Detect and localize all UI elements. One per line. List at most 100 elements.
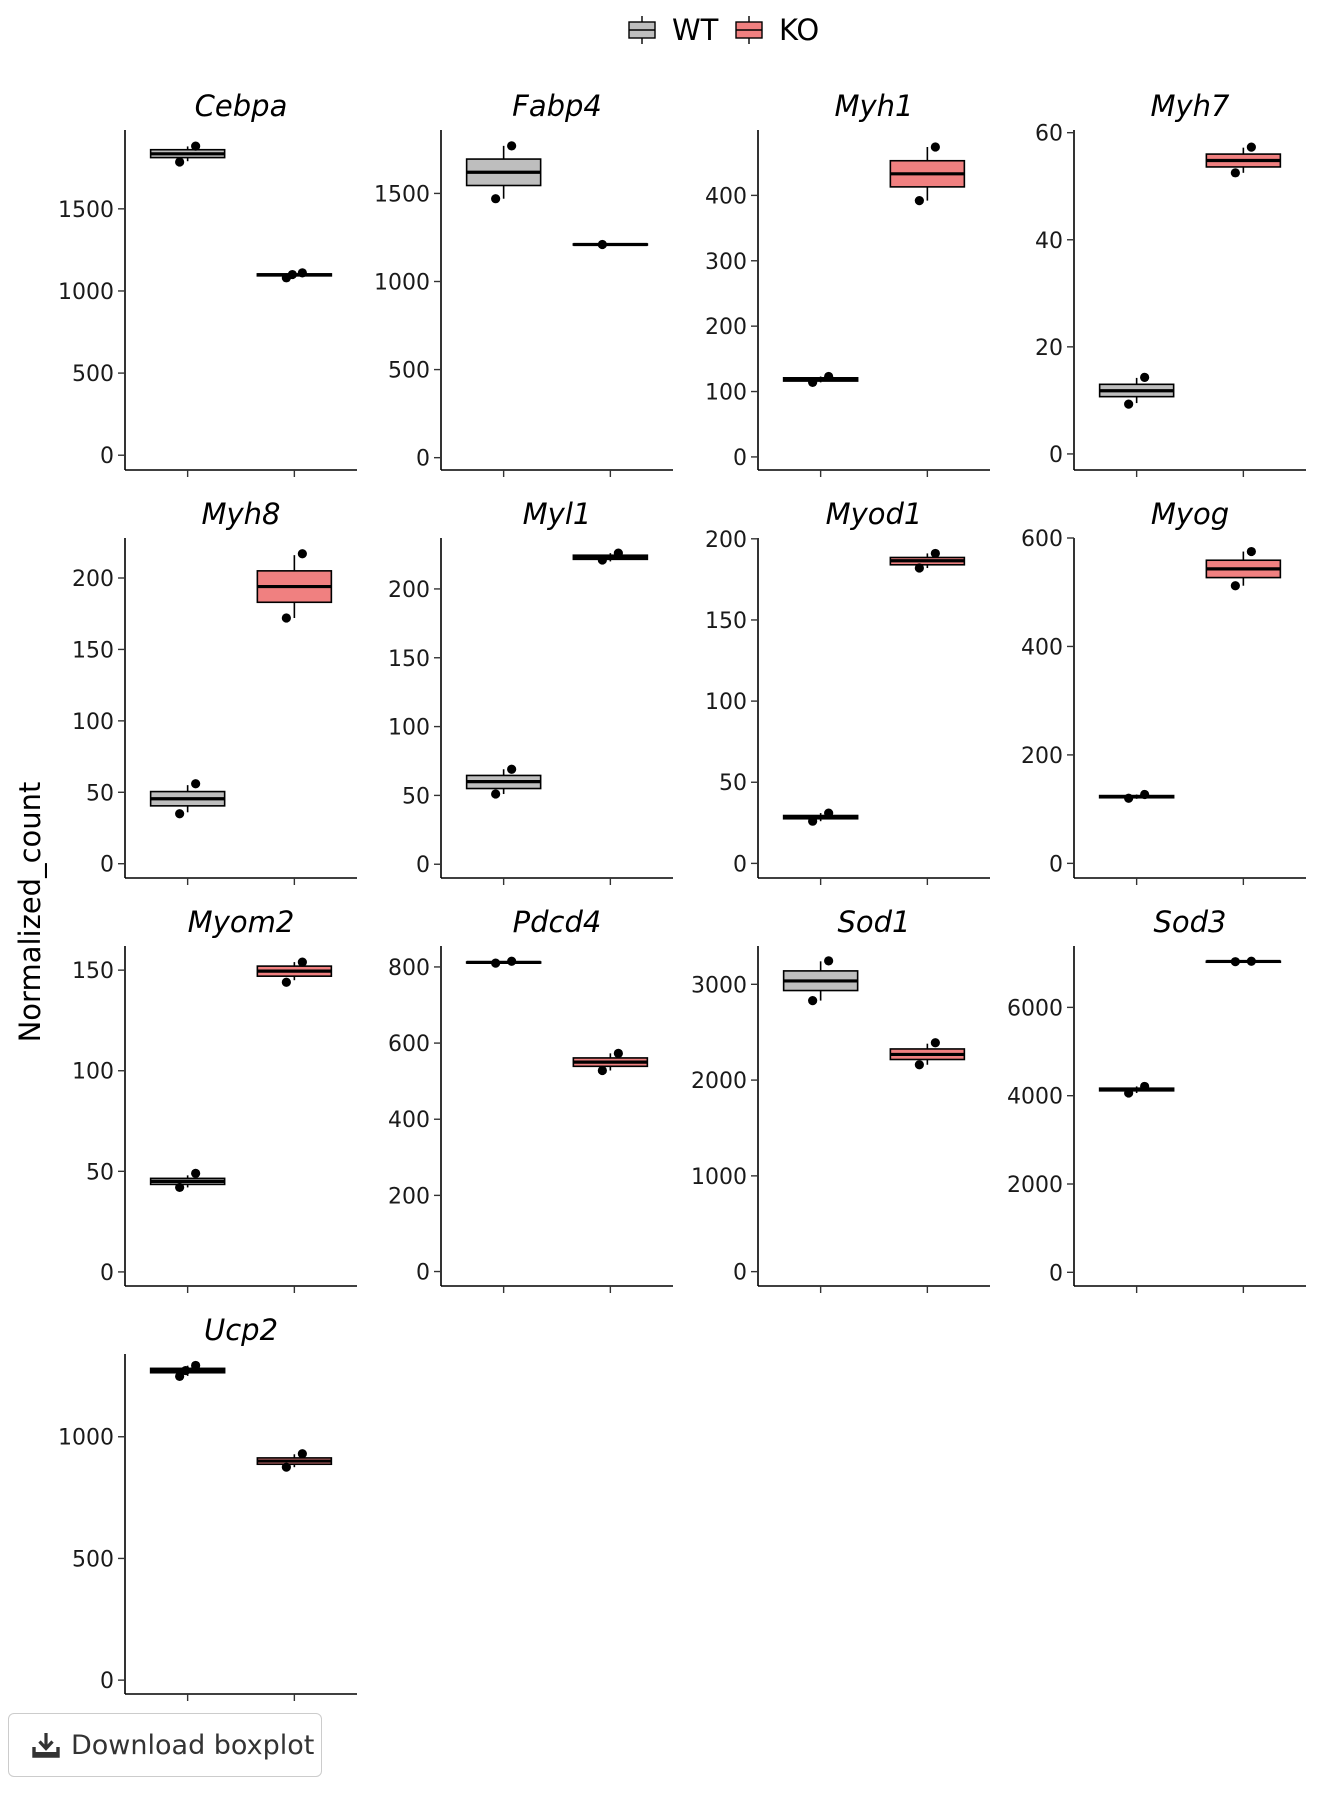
box-myog-wt xyxy=(1098,789,1175,803)
panel-myod1: Myod1 0 50 100 150 200 xyxy=(705,497,990,885)
box-pdcd4-wt xyxy=(465,956,542,968)
data-point xyxy=(1246,142,1256,152)
data-point xyxy=(507,956,517,966)
panel-myog: Myog 0 200 400 600 xyxy=(1021,497,1306,885)
y-tick-label: 400 xyxy=(705,184,747,209)
box-sod3-ko xyxy=(1205,956,1282,967)
data-point xyxy=(281,1462,291,1472)
data-point xyxy=(1140,372,1150,382)
data-point xyxy=(930,142,940,152)
data-point xyxy=(597,555,607,565)
box-myl1-ko xyxy=(572,548,649,565)
y-tick-label: 150 xyxy=(388,647,430,672)
panel-sod3: Sod3 0 2000 4000 6000 xyxy=(1007,905,1306,1293)
data-point xyxy=(1124,1088,1134,1098)
box-cebpa-wt xyxy=(149,141,226,167)
panel-title-myom2: Myom2 xyxy=(188,905,295,939)
box-myh7-ko xyxy=(1205,142,1282,178)
panel-myh7: Myh7 0 20 40 60 xyxy=(1035,89,1306,477)
data-point xyxy=(281,977,291,987)
data-point xyxy=(613,548,623,558)
download-icon xyxy=(32,1733,60,1758)
data-point xyxy=(613,1048,623,1058)
panel-sod1: Sod1 0 1000 2000 3000 xyxy=(691,905,990,1293)
legend: WT KO xyxy=(628,13,819,47)
y-tick-label: 800 xyxy=(388,956,430,981)
data-point xyxy=(914,563,924,573)
box-myl1-wt xyxy=(465,764,542,799)
y-tick-label: 200 xyxy=(1021,744,1063,769)
data-point xyxy=(1230,168,1240,178)
data-point xyxy=(175,809,185,819)
panel-title-myog: Myog xyxy=(1151,497,1229,531)
data-point xyxy=(930,1038,940,1048)
y-tick-label: 300 xyxy=(705,250,747,275)
data-point xyxy=(808,377,818,387)
y-tick-label: 6000 xyxy=(1007,996,1063,1021)
y-tick-label: 1000 xyxy=(691,1165,747,1190)
data-point xyxy=(191,141,201,151)
y-tick-label: 200 xyxy=(705,528,747,553)
data-point xyxy=(491,194,501,204)
y-tick-label: 0 xyxy=(416,1261,430,1286)
y-tick-label: 500 xyxy=(72,362,114,387)
data-point xyxy=(297,957,307,967)
panel-title-sod1: Sod1 xyxy=(837,905,910,939)
download-boxplot-button[interactable]: Download boxplot xyxy=(8,1713,322,1777)
y-tick-label: 500 xyxy=(388,359,430,384)
y-tick-label: 60 xyxy=(1035,122,1063,147)
y-tick-label: 1000 xyxy=(374,271,430,296)
box-myod1-ko xyxy=(889,548,966,573)
data-point xyxy=(914,1060,924,1070)
data-point xyxy=(191,1168,201,1178)
y-tick-label: 600 xyxy=(388,1032,430,1057)
download-button-label: Download boxplot xyxy=(71,1729,315,1761)
facet-panels: Cebpa050010001500Fabp4050010001500Myh101… xyxy=(58,89,1306,1701)
y-tick-label: 0 xyxy=(416,853,430,878)
box-myh8-wt xyxy=(149,779,226,819)
panel-ucp2: Ucp2 0 500 1000 xyxy=(58,1313,357,1701)
legend-label-wt: WT xyxy=(672,13,719,47)
data-point xyxy=(1140,1081,1150,1092)
y-tick-label: 1000 xyxy=(58,280,114,305)
y-tick-label: 1500 xyxy=(374,182,430,207)
y-tick-label: 50 xyxy=(719,771,747,796)
panel-title-myod1: Myod1 xyxy=(826,497,923,531)
y-tick-label: 0 xyxy=(733,446,747,471)
box-ucp2-wt xyxy=(149,1360,226,1381)
data-point xyxy=(914,196,924,206)
box-pdcd4-ko xyxy=(572,1048,649,1076)
data-point xyxy=(930,548,940,559)
data-point xyxy=(1246,546,1256,557)
y-tick-label: 0 xyxy=(733,1261,747,1286)
box-myod1-wt xyxy=(782,808,859,826)
legend-entry-wt: WT xyxy=(628,13,719,47)
box-myog-ko xyxy=(1205,546,1282,591)
y-tick-label: 600 xyxy=(1021,527,1063,552)
data-point xyxy=(287,269,297,280)
data-point xyxy=(297,1449,307,1459)
y-tick-label: 200 xyxy=(388,1184,430,1209)
data-point xyxy=(191,779,201,789)
y-tick-label: 100 xyxy=(388,716,430,741)
y-tick-label: 100 xyxy=(72,710,114,735)
y-tick-label: 0 xyxy=(1049,1261,1063,1286)
y-tick-label: 0 xyxy=(100,444,114,469)
legend-entry-ko: KO xyxy=(735,13,819,47)
box-cebpa-ko xyxy=(256,268,333,283)
y-tick-label: 0 xyxy=(416,447,430,472)
y-tick-label: 0 xyxy=(100,1669,114,1694)
data-point xyxy=(824,371,834,382)
y-tick-label: 2000 xyxy=(1007,1173,1063,1198)
box-fabp4-ko xyxy=(572,239,649,250)
y-tick-label: 50 xyxy=(86,781,114,806)
box-myom2-wt xyxy=(149,1168,226,1193)
panel-cebpa: Cebpa 0 500 1000 1500 xyxy=(58,89,357,477)
y-tick-label: 200 xyxy=(705,315,747,340)
y-tick-label: 2000 xyxy=(691,1069,747,1094)
y-tick-label: 500 xyxy=(72,1547,114,1572)
panel-title-sod3: Sod3 xyxy=(1153,905,1226,939)
panel-title-fabp4: Fabp4 xyxy=(512,89,602,123)
box-myh1-wt xyxy=(782,371,859,387)
